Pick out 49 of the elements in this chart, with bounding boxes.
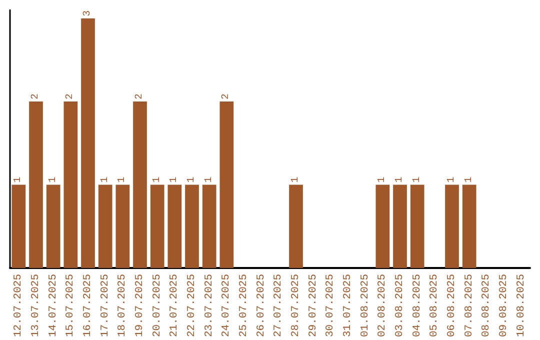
x-tick-label: 16.07.2025 xyxy=(82,274,94,338)
x-tick-label: 21.07.2025 xyxy=(168,274,181,338)
x-tick-label: 10.08.2025 xyxy=(515,274,528,338)
data-label: 1 xyxy=(446,176,458,183)
data-label: 1 xyxy=(464,176,475,183)
x-tick-label: 17.07.2025 xyxy=(99,274,112,338)
x-tick-label: 29.07.2025 xyxy=(307,274,320,338)
x-tick-label: 09.08.2025 xyxy=(498,274,510,338)
data-label: 1 xyxy=(100,176,111,183)
x-tick-label: 13.07.2025 xyxy=(30,274,42,338)
data-label: 1 xyxy=(412,176,423,183)
x-tick-label: 30.07.2025 xyxy=(324,274,337,338)
x-tick-label: 27.07.2025 xyxy=(272,274,285,338)
x-tick-label: 07.08.2025 xyxy=(463,274,476,338)
x-tick-label: 02.08.2025 xyxy=(376,274,389,338)
data-label: 2 xyxy=(221,94,232,100)
x-tick-label: 12.07.2025 xyxy=(12,274,25,338)
data-label: 1 xyxy=(394,176,406,183)
x-tick-label: 31.07.2025 xyxy=(342,274,354,338)
data-label: 2 xyxy=(134,94,146,100)
x-tick-label: 01.08.2025 xyxy=(359,274,372,338)
x-tick-label: 03.08.2025 xyxy=(394,274,406,338)
data-label: 2 xyxy=(65,94,76,100)
data-label: 2 xyxy=(30,94,42,100)
data-label: 1 xyxy=(204,176,215,183)
data-label: 1 xyxy=(186,176,198,183)
x-tick-label: 15.07.2025 xyxy=(64,274,77,338)
x-tick-label: 20.07.2025 xyxy=(151,274,164,338)
x-tick-label: 22.07.2025 xyxy=(186,274,198,338)
x-tick-label: 23.07.2025 xyxy=(203,274,216,338)
data-label: 1 xyxy=(117,176,128,183)
x-tick-label: 18.07.2025 xyxy=(116,274,129,338)
x-tick-label: 26.07.2025 xyxy=(255,274,268,338)
x-tick-label: 25.07.2025 xyxy=(238,274,250,338)
x-tick-label: 08.08.2025 xyxy=(480,274,493,338)
x-tick-label: 14.07.2025 xyxy=(47,274,60,338)
data-label: 3 xyxy=(82,10,94,16)
data-label: 1 xyxy=(169,176,180,183)
data-label: 1 xyxy=(48,176,59,183)
x-tick-label: 24.07.2025 xyxy=(220,274,233,338)
data-label: 1 xyxy=(152,176,163,183)
x-tick-label: 28.07.2025 xyxy=(290,274,302,338)
data-label: 1 xyxy=(377,176,388,183)
data-label: 1 xyxy=(13,176,24,183)
x-tick-label: 05.08.2025 xyxy=(428,274,441,338)
x-tick-label: 06.08.2025 xyxy=(446,274,458,338)
x-tick-label: 04.08.2025 xyxy=(411,274,424,338)
x-tick-label: 19.07.2025 xyxy=(134,274,146,338)
data-label: 1 xyxy=(290,176,302,183)
